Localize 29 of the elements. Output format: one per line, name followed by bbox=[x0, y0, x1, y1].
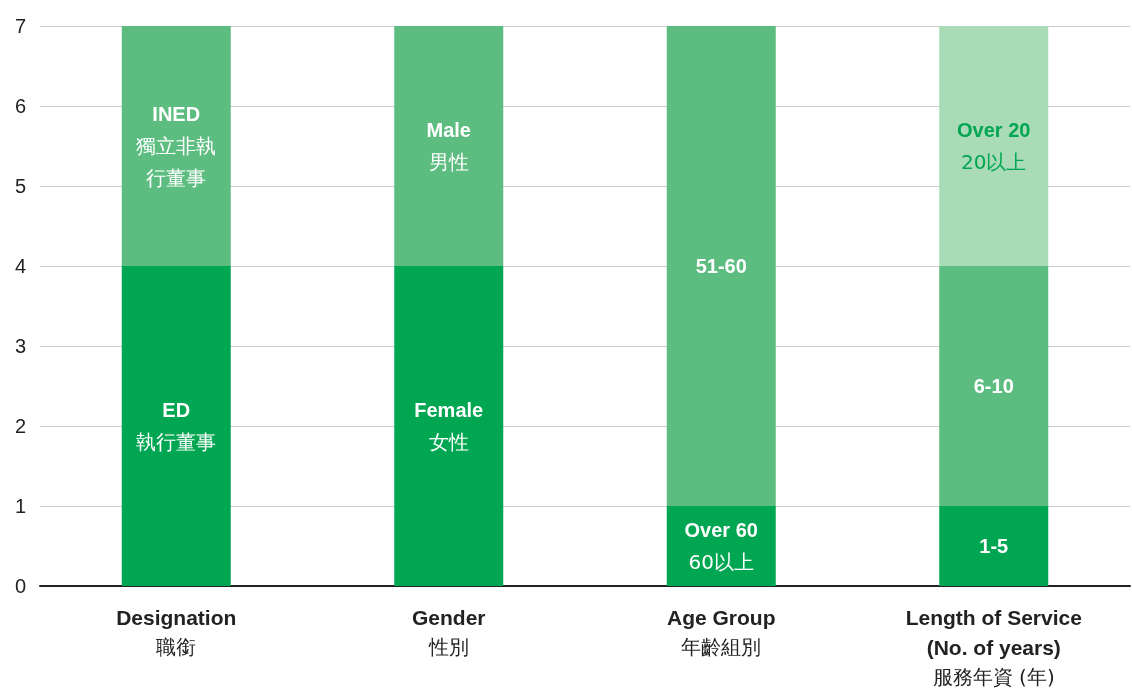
data-label: Over 20 20以上 bbox=[957, 119, 1031, 174]
y-tick-label: 5 bbox=[14, 175, 26, 197]
data-label: Female 女性 bbox=[414, 399, 484, 454]
y-tick-label: 2 bbox=[14, 415, 26, 437]
data-label: 51-60 bbox=[695, 255, 747, 277]
x-tick-label: Length of Service (No. of years) 服務年資 (年) bbox=[905, 605, 1082, 689]
data-label: 1-5 bbox=[979, 535, 1009, 557]
bar bbox=[121, 26, 231, 266]
y-tick-label: 6 bbox=[14, 95, 26, 117]
bar bbox=[121, 266, 231, 586]
x-tick-label: Designation 職銜 bbox=[116, 605, 237, 659]
x-tick-label: Age Group 年齡組別 bbox=[667, 605, 776, 659]
x-tick-label: Gender 性別 bbox=[411, 605, 486, 659]
data-label: ED 執行董事 bbox=[136, 399, 217, 454]
data-label: 6-10 bbox=[973, 375, 1014, 397]
bar bbox=[939, 26, 1049, 266]
y-tick-label: 1 bbox=[14, 495, 26, 517]
bar bbox=[939, 506, 1049, 586]
bar bbox=[666, 26, 776, 506]
bar bbox=[394, 26, 504, 266]
data-label: Over 60 60以上 bbox=[684, 519, 758, 574]
bar bbox=[394, 266, 504, 586]
y-tick-label: 7 bbox=[14, 15, 26, 37]
data-label: Male 男性 bbox=[426, 119, 471, 174]
bar bbox=[939, 266, 1049, 506]
data-label: INED 獨立非執行董事 bbox=[136, 103, 217, 190]
y-tick-label: 3 bbox=[14, 335, 26, 357]
y-tick-label: 0 bbox=[14, 575, 26, 597]
y-tick-label: 4 bbox=[14, 255, 26, 277]
